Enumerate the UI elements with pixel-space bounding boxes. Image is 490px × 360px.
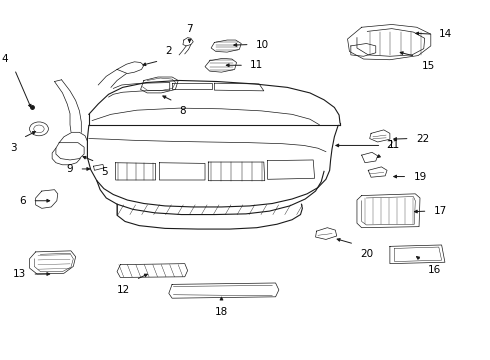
Text: 17: 17	[434, 206, 447, 216]
Text: 7: 7	[186, 24, 193, 34]
Text: 6: 6	[20, 196, 26, 206]
Text: 12: 12	[117, 285, 130, 295]
Text: 1: 1	[388, 140, 394, 150]
Text: 13: 13	[13, 269, 26, 279]
Text: 15: 15	[421, 62, 435, 71]
Text: 21: 21	[387, 140, 400, 150]
Text: 10: 10	[256, 40, 269, 50]
Text: 14: 14	[439, 29, 453, 39]
Text: 16: 16	[427, 265, 441, 275]
Text: 5: 5	[101, 167, 108, 177]
Text: 8: 8	[180, 107, 186, 116]
Text: 18: 18	[215, 307, 228, 317]
Text: 3: 3	[10, 143, 17, 153]
Text: 22: 22	[416, 134, 429, 144]
Text: 19: 19	[414, 172, 427, 181]
Text: 20: 20	[360, 249, 373, 259]
Text: 11: 11	[250, 60, 264, 70]
Text: 2: 2	[166, 46, 172, 55]
Text: 9: 9	[67, 164, 74, 174]
Text: 4: 4	[2, 54, 8, 64]
